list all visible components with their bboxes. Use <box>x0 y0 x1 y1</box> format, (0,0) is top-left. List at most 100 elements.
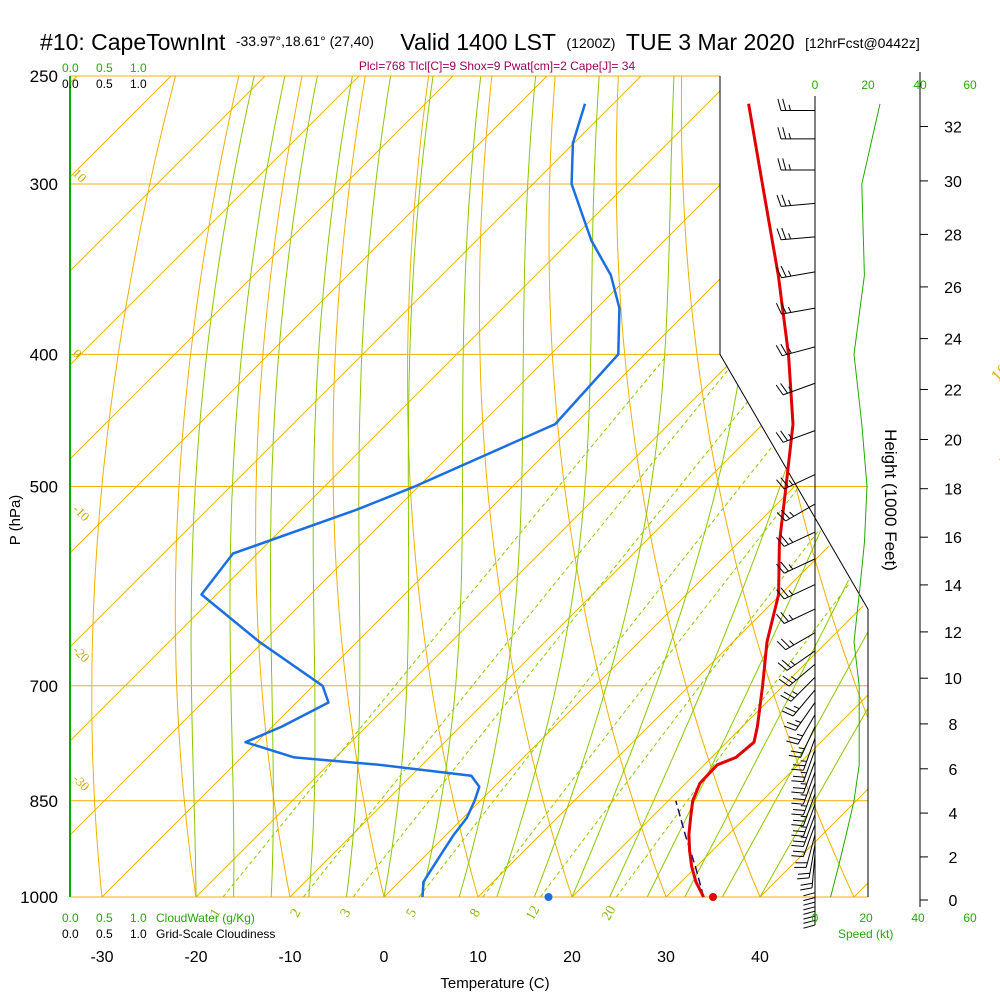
wind-barb-feather <box>788 754 801 758</box>
wind-barb-staff <box>788 663 816 687</box>
wind-barb-staff <box>802 749 816 782</box>
wind-barb <box>777 98 816 112</box>
wind-barb-feather <box>797 872 810 875</box>
moist-adiabat-40 <box>759 76 868 897</box>
wind-barb-staff <box>783 531 816 547</box>
temperature-tick--30: -30 <box>90 949 113 966</box>
cloud-scale-top-black-2: 1.0 <box>130 77 147 91</box>
moist-adiabat-4 <box>421 76 482 897</box>
zulu-time: (1200Z) <box>566 35 615 51</box>
height-tick-2: 2 <box>949 850 958 867</box>
wind-barb <box>780 676 816 702</box>
wind-barb-feather <box>776 589 785 600</box>
diagram-grid <box>69 75 869 898</box>
height-tick-16: 16 <box>944 530 962 547</box>
wind-barb-staff <box>782 346 816 357</box>
mixing-ratio-label: 12 <box>523 903 543 923</box>
wind-barb-half-feather <box>788 199 792 206</box>
left-isotherm-label: -10 <box>70 501 93 524</box>
wind-barb-feather <box>780 383 788 394</box>
wind-barb-feather <box>803 892 816 897</box>
moist-adiabat--12 <box>270 76 318 897</box>
speed-top-0: 0 <box>812 78 819 92</box>
speed-top-20: 20 <box>861 78 875 92</box>
wind-barb-feather <box>791 824 804 827</box>
wind-barb-feather <box>780 343 788 355</box>
cloud-scale-bottom: 0.0 0.5 1.0 CloudWater (g/Kg) 0.0 0.5 1.… <box>62 911 275 941</box>
wind-barb-feather <box>782 98 787 111</box>
wind-barb-staff <box>805 834 816 868</box>
height-tick-8: 8 <box>949 717 958 734</box>
wind-barb-staff <box>781 236 816 241</box>
wind-barb-half-feather <box>788 132 791 140</box>
pressure-tick-250: 250 <box>30 67 58 86</box>
left-isotherm-label: -30 <box>70 771 93 794</box>
wind-barb-half-feather <box>800 815 807 818</box>
wind-barb-feather <box>778 678 790 687</box>
cloud-scale-top-green-1: 0.5 <box>96 61 113 75</box>
speed-label: Speed (kt) <box>838 927 893 941</box>
wind-barb-feather <box>776 640 786 651</box>
wind-barb <box>794 834 816 868</box>
mixing-ratio-line-1 <box>222 353 669 897</box>
dewpoint-line <box>200 103 621 898</box>
isotherm--50 <box>70 76 736 897</box>
left-isotherm-label: 10 <box>70 166 90 186</box>
isotherm-label-30: 30 <box>999 535 1000 562</box>
wind-barb-feather <box>792 850 806 853</box>
wind-barb-staff <box>786 650 816 671</box>
wind-barb-half-feather <box>795 720 802 723</box>
wind-barb-feather <box>777 158 782 171</box>
surface-temperature-marker <box>709 893 717 901</box>
height-tick-20: 20 <box>944 433 962 450</box>
wind-barb-feather <box>776 563 785 574</box>
speed-bottom-0: 0 <box>812 911 819 925</box>
wind-barb <box>776 608 816 624</box>
cloudiness-label: Grid-Scale Cloudiness <box>156 927 275 941</box>
pressure-tick-700: 700 <box>30 677 58 696</box>
wind-barb-feather <box>786 740 799 745</box>
isotherm--10 <box>289 76 868 897</box>
wind-barb-half-feather <box>788 589 794 596</box>
wind-barb <box>776 531 816 547</box>
wind-barb-half-feather <box>788 614 794 620</box>
wind-barb-half-feather <box>796 733 803 737</box>
height-tick-18: 18 <box>944 482 962 499</box>
wind-barb-feather <box>780 430 788 441</box>
wind-barb-half-feather <box>787 347 792 354</box>
wind-barb-staff <box>802 793 816 826</box>
wind-barb-half-feather <box>800 826 807 828</box>
wind-barb-half-feather <box>793 705 800 710</box>
temperature-line <box>687 103 795 898</box>
wind-barb-feather <box>780 694 792 702</box>
wind-barb-half-feather <box>800 771 807 774</box>
cloud-scale-bottom-green-2: 1.0 <box>130 911 147 925</box>
moist-adiabat-36 <box>721 76 868 897</box>
mixing-ratio-label: 5 <box>404 906 420 920</box>
moist-adiabat--4 <box>345 76 392 897</box>
wind-barb-half-feather <box>788 537 794 543</box>
wind-barb <box>776 584 816 600</box>
isotherm-0 <box>383 76 868 897</box>
isotherm--30 <box>101 76 868 897</box>
wind-barb <box>791 749 816 783</box>
mixing-ratio-line-12 <box>540 353 868 897</box>
mixing-ratio-label: 20 <box>599 903 619 923</box>
wind-barb-feather <box>777 98 782 111</box>
isotherm--90 <box>70 76 360 897</box>
wind-barb <box>775 265 816 279</box>
height-axis-title: Height (1000 Feet) <box>881 429 900 571</box>
wind-barb-feather <box>800 882 813 886</box>
wind-barb-staff <box>783 558 816 574</box>
wind-barb-feather <box>780 638 791 648</box>
wind-barb-feather <box>782 710 794 717</box>
wind-barb-feather <box>803 906 816 911</box>
wind-barb-feather <box>775 432 784 443</box>
wind-barb-feather <box>803 901 816 906</box>
wind-barb-staff <box>797 714 816 745</box>
station-coords: -33.97°,18.61° (27,40) <box>236 33 374 49</box>
mixing-ratio-line-8 <box>482 353 868 897</box>
wind-barb <box>777 650 816 671</box>
